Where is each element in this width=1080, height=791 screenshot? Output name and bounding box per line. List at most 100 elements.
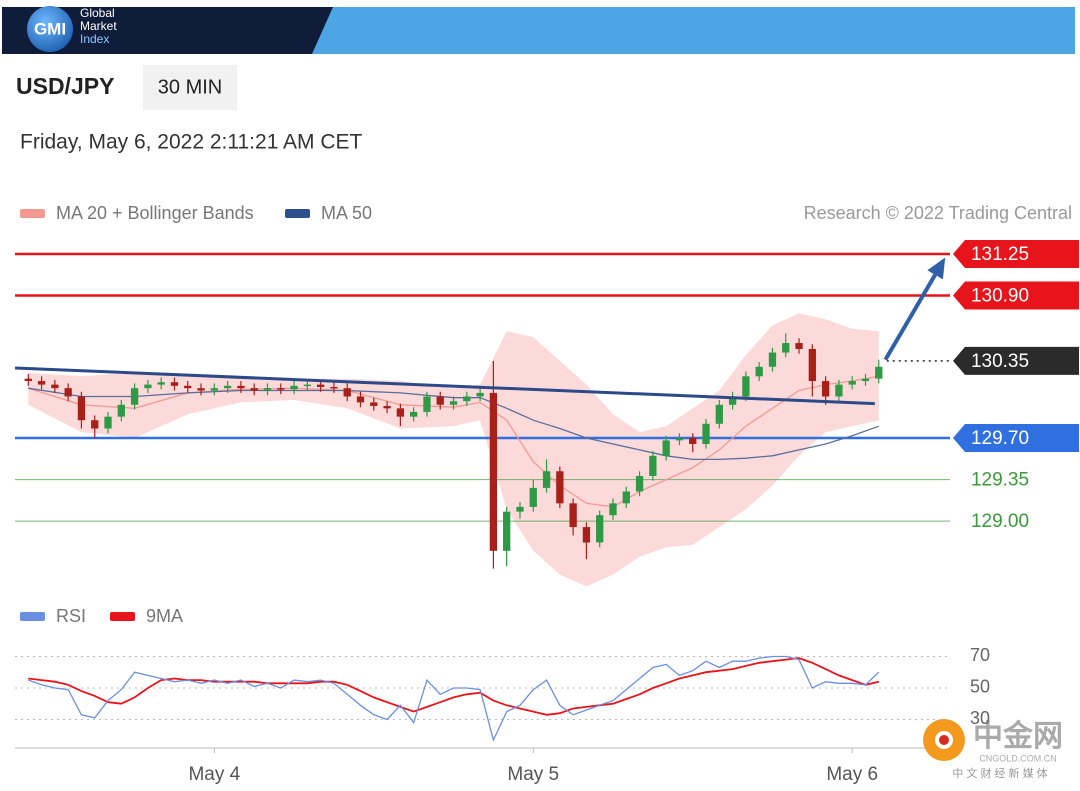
arrow-shaft	[883, 273, 937, 361]
candle-body	[370, 402, 378, 406]
candle-body	[649, 455, 657, 477]
legend-label: RSI	[56, 606, 86, 626]
candle-body	[197, 388, 205, 391]
candle-body	[768, 352, 777, 367]
symbol: USD/JPY	[16, 73, 114, 99]
series-line	[28, 657, 880, 716]
candle-body	[463, 396, 471, 402]
candle-body	[24, 378, 32, 382]
candle-body	[237, 385, 245, 389]
candle-body	[476, 392, 484, 397]
candle-body	[77, 396, 86, 421]
candle-body	[263, 388, 272, 391]
candle-body	[516, 506, 524, 512]
candle-body	[821, 381, 830, 397]
candle-body	[542, 471, 551, 488]
candle-body	[675, 438, 684, 441]
x-tick-label: May 5	[507, 764, 559, 785]
candle-body	[782, 343, 790, 353]
candle-body	[715, 404, 723, 424]
candle-body	[383, 405, 391, 409]
candle-body	[503, 511, 511, 551]
candle-body	[303, 384, 312, 387]
candle-body	[728, 396, 737, 405]
candle-body	[104, 416, 112, 429]
candle-body	[51, 384, 59, 389]
level-badge	[953, 239, 1079, 268]
candle-body	[356, 396, 365, 403]
watermark-name: 中金网	[973, 719, 1063, 753]
candle-body	[702, 423, 710, 444]
candle-body	[423, 396, 431, 412]
candle-body	[689, 438, 697, 444]
watermark-tagline: 中 文 财 经 新 媒 体	[952, 766, 1047, 780]
y-tick-label: 50	[970, 677, 990, 697]
candle-body	[410, 411, 418, 417]
level-label: 130.35	[971, 351, 1029, 372]
candle-body	[529, 487, 537, 507]
candle-body	[330, 386, 338, 389]
candle-body	[91, 420, 99, 429]
brand: Index	[80, 32, 109, 46]
legend-label: MA 20 + Bollinger Bands	[56, 203, 254, 223]
candle-body	[449, 401, 458, 405]
level-label: 129.70	[971, 428, 1029, 449]
y-tick-label: 30	[970, 708, 990, 728]
credit: Research © 2022 Trading Central	[804, 203, 1072, 223]
candle-body	[596, 515, 604, 543]
brand: Global	[80, 6, 115, 20]
x-tick-label: May 6	[826, 764, 878, 785]
series-line	[28, 655, 880, 742]
candle-body	[210, 388, 218, 391]
candle-body	[569, 503, 577, 528]
trend-line	[14, 366, 875, 406]
candle-body	[795, 343, 803, 349]
x-tick-label: May 4	[188, 764, 240, 785]
timeframe: 30 MIN	[158, 76, 222, 98]
legend-label: 9MA	[146, 606, 183, 626]
candle-body	[316, 384, 325, 387]
candle-body	[662, 440, 670, 456]
candle-body	[157, 382, 165, 385]
candle-body	[343, 388, 351, 397]
watermark-domain: CNGOLD.COM.CN	[979, 753, 1057, 763]
timeframe-box[interactable]	[143, 65, 237, 110]
candle-body	[742, 376, 750, 397]
candle-body	[184, 385, 192, 389]
candle-body	[489, 392, 498, 551]
candle-body	[290, 385, 298, 390]
candle-body	[635, 476, 644, 492]
candle-body	[64, 388, 72, 397]
banner-dark	[2, 7, 333, 54]
bollinger-band	[28, 313, 879, 587]
candle-body	[582, 527, 591, 543]
candle-body	[835, 384, 843, 397]
legend-swatch	[285, 209, 310, 218]
candle-body	[808, 348, 816, 382]
y-tick-label: 70	[970, 645, 990, 665]
level-label: 129.35	[971, 470, 1029, 491]
level-label: 131.25	[971, 244, 1029, 265]
candle-body	[556, 471, 564, 504]
candle-body	[117, 404, 125, 417]
level-badge	[953, 346, 1079, 375]
level-badge	[953, 424, 1079, 453]
candle-body	[37, 381, 46, 385]
candle-body	[170, 382, 179, 386]
logo[interactable]	[27, 6, 73, 52]
legend-swatch	[20, 612, 45, 621]
legend-swatch	[20, 209, 45, 218]
watermark-logo	[939, 735, 949, 745]
candle-body	[609, 503, 617, 516]
watermark: 中金网 CNGOLD.COM.CN 中 文 财 经 新 媒 体	[923, 719, 1063, 780]
level-label: 130.90	[971, 286, 1029, 307]
candle-body	[396, 408, 405, 417]
candle-body	[436, 396, 444, 405]
candle-body	[277, 388, 285, 390]
timestamp: Friday, May 6, 2022 2:11:21 AM CET	[20, 131, 363, 154]
candle-body	[622, 491, 630, 504]
candle-body	[223, 385, 232, 389]
candle-body	[861, 378, 870, 382]
brand: Market	[80, 19, 117, 33]
